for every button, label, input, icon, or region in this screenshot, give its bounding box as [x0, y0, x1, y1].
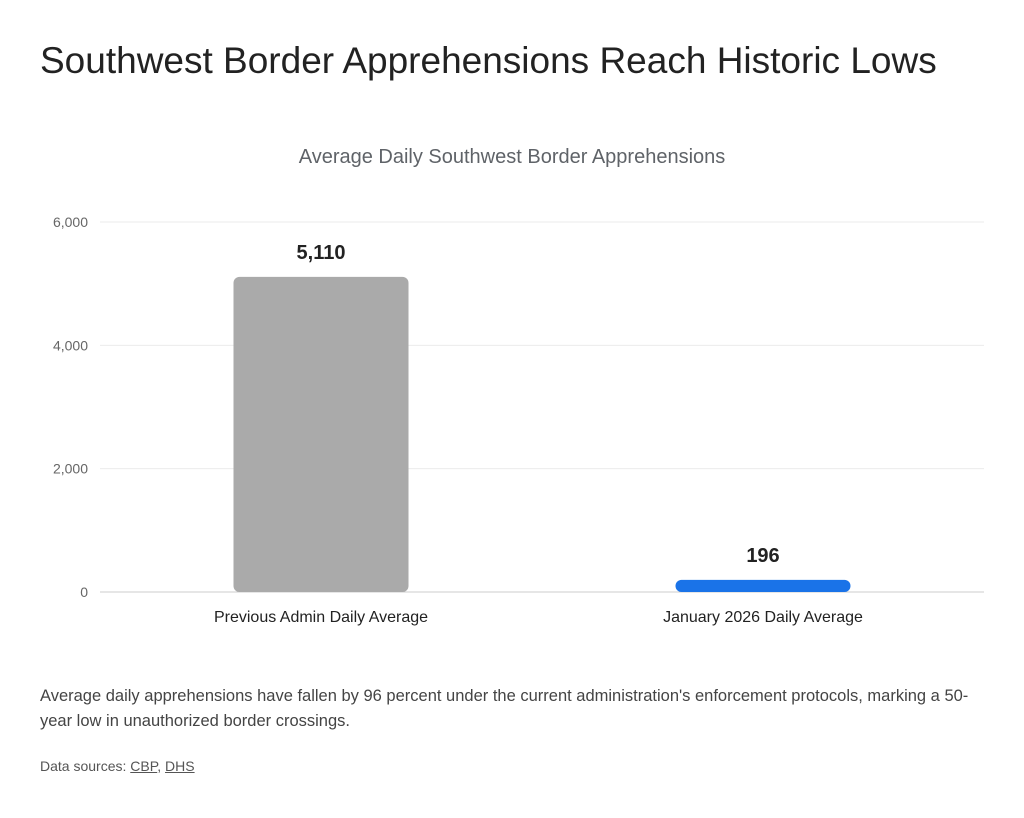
- bar: [675, 579, 851, 592]
- y-tick-label: 0: [80, 584, 88, 600]
- page-title: Southwest Border Apprehensions Reach His…: [40, 40, 937, 81]
- data-sources: Data sources: CBP, DHS: [40, 758, 195, 774]
- data-label: 196: [746, 545, 779, 567]
- bar: [233, 276, 409, 592]
- x-category-label: January 2026 Daily Average: [663, 609, 863, 626]
- bar-chart: 0 2,000 4,000 6,000 5,110 Previous Admin Dail…: [53, 214, 984, 626]
- y-tick-label: 2,000: [53, 461, 88, 477]
- data-label: 5,110: [297, 242, 346, 264]
- y-tick-label: 4,000: [53, 337, 88, 353]
- sources-label: Data sources:: [40, 758, 127, 774]
- y-tick-label: 6,000: [53, 214, 88, 230]
- source-link-dhs[interactable]: DHS: [165, 758, 195, 774]
- x-category-label: Previous Admin Daily Average: [214, 609, 428, 626]
- source-link-cbp[interactable]: CBP: [130, 758, 158, 774]
- chart-title: Average Daily Southwest Border Apprehens…: [298, 146, 726, 168]
- chart-caption: Average daily apprehensions have fallen …: [40, 687, 969, 730]
